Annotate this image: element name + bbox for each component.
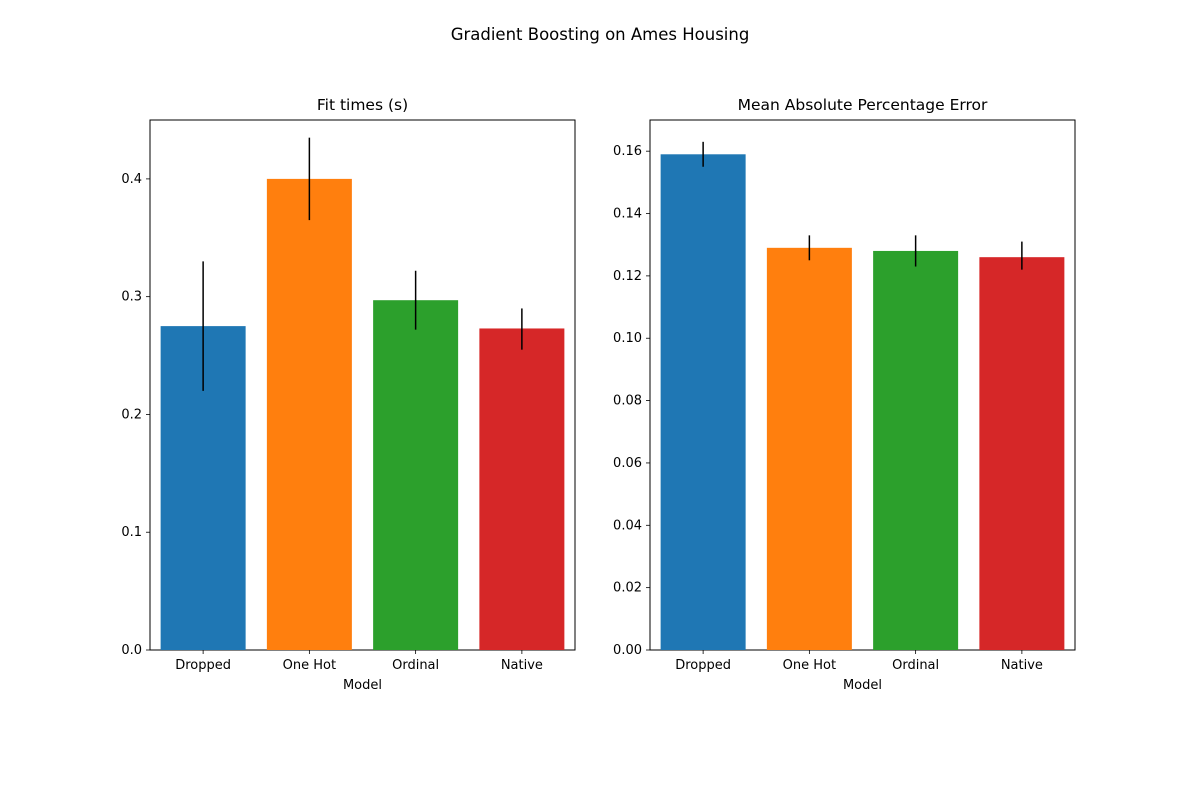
ytick-label: 0.02 xyxy=(613,581,642,596)
bar-one-hot xyxy=(767,248,852,650)
ytick-label: 0.0 xyxy=(121,643,142,658)
xtick-label: Ordinal xyxy=(392,658,439,673)
panel-fit_times: 0.0 0.1 0.2 0.3 0.4 Dropped One Hot Ordinal Nati… xyxy=(121,96,575,693)
xtick-label: Native xyxy=(501,658,543,673)
bar-dropped xyxy=(661,154,746,650)
xlabel: Model xyxy=(343,678,382,693)
suptitle: Gradient Boosting on Ames Housing xyxy=(451,25,750,44)
ytick-label: 0.14 xyxy=(613,207,642,222)
ytick-label: 0.10 xyxy=(613,331,642,346)
panel-title: Mean Absolute Percentage Error xyxy=(738,96,988,114)
bar-native xyxy=(979,257,1064,650)
bar-one-hot xyxy=(267,179,352,650)
ytick-label: 0.04 xyxy=(613,518,642,533)
xtick-label: One Hot xyxy=(283,658,336,673)
chart-figure: Gradient Boosting on Ames Housing0.00.10… xyxy=(0,0,1200,800)
ytick-label: 0.1 xyxy=(121,525,142,540)
bar-ordinal xyxy=(873,251,958,650)
ytick-label: 0.4 xyxy=(121,172,142,187)
xtick-label: Dropped xyxy=(675,658,731,673)
ytick-label: 0.3 xyxy=(121,290,142,305)
ytick-label: 0.08 xyxy=(613,394,642,409)
ytick-label: 0.06 xyxy=(613,456,642,471)
bar-native xyxy=(479,328,564,650)
xtick-label: Ordinal xyxy=(892,658,939,673)
xtick-label: Native xyxy=(1001,658,1043,673)
ytick-label: 0.2 xyxy=(121,407,142,422)
xtick-label: Dropped xyxy=(175,658,231,673)
panel-mape: 0.00 0.02 0.04 0.06 0.08 0.10 0.12 0.14 0.16 Drop… xyxy=(613,96,1075,693)
bar-ordinal xyxy=(373,300,458,650)
xlabel: Model xyxy=(843,678,882,693)
ytick-label: 0.12 xyxy=(613,269,642,284)
ytick-label: 0.00 xyxy=(613,643,642,658)
xtick-label: One Hot xyxy=(783,658,836,673)
ytick-label: 0.16 xyxy=(613,144,642,159)
panel-title: Fit times (s) xyxy=(317,96,408,114)
